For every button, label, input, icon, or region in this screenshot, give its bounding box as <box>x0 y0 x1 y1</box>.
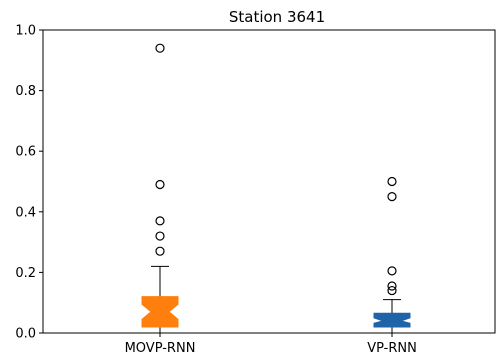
x-tick-label: MOVP-RNN <box>125 341 196 356</box>
outlier-point <box>155 43 165 53</box>
outlier-point <box>155 216 165 226</box>
y-tick-label: 0.8 <box>15 84 36 99</box>
outlier-point <box>387 176 397 187</box>
outlier-point <box>387 281 397 291</box>
y-tick-label: 0.2 <box>15 266 36 281</box>
outlier-point <box>387 192 397 202</box>
plot-area: 0.0 0.2 0.4 0.6 0.8 1.0 MOVP-RNN VP-RNN <box>15 24 496 356</box>
outlier-point <box>387 285 397 296</box>
outlier-point <box>387 266 397 276</box>
y-tick-label: 1.0 <box>15 24 36 39</box>
y-tick-label: 0.6 <box>15 145 36 160</box>
outlier-point <box>155 179 165 190</box>
chart-title: Station 3641 <box>229 8 325 26</box>
y-tick-label: 0.0 <box>15 327 36 342</box>
axes-frame <box>42 29 496 334</box>
x-tick-label: VP-RNN <box>367 341 417 356</box>
outlier-point <box>155 246 165 256</box>
outlier-point <box>155 231 165 241</box>
y-tick-label: 0.4 <box>15 205 36 220</box>
box-vp-rnn <box>373 312 411 328</box>
